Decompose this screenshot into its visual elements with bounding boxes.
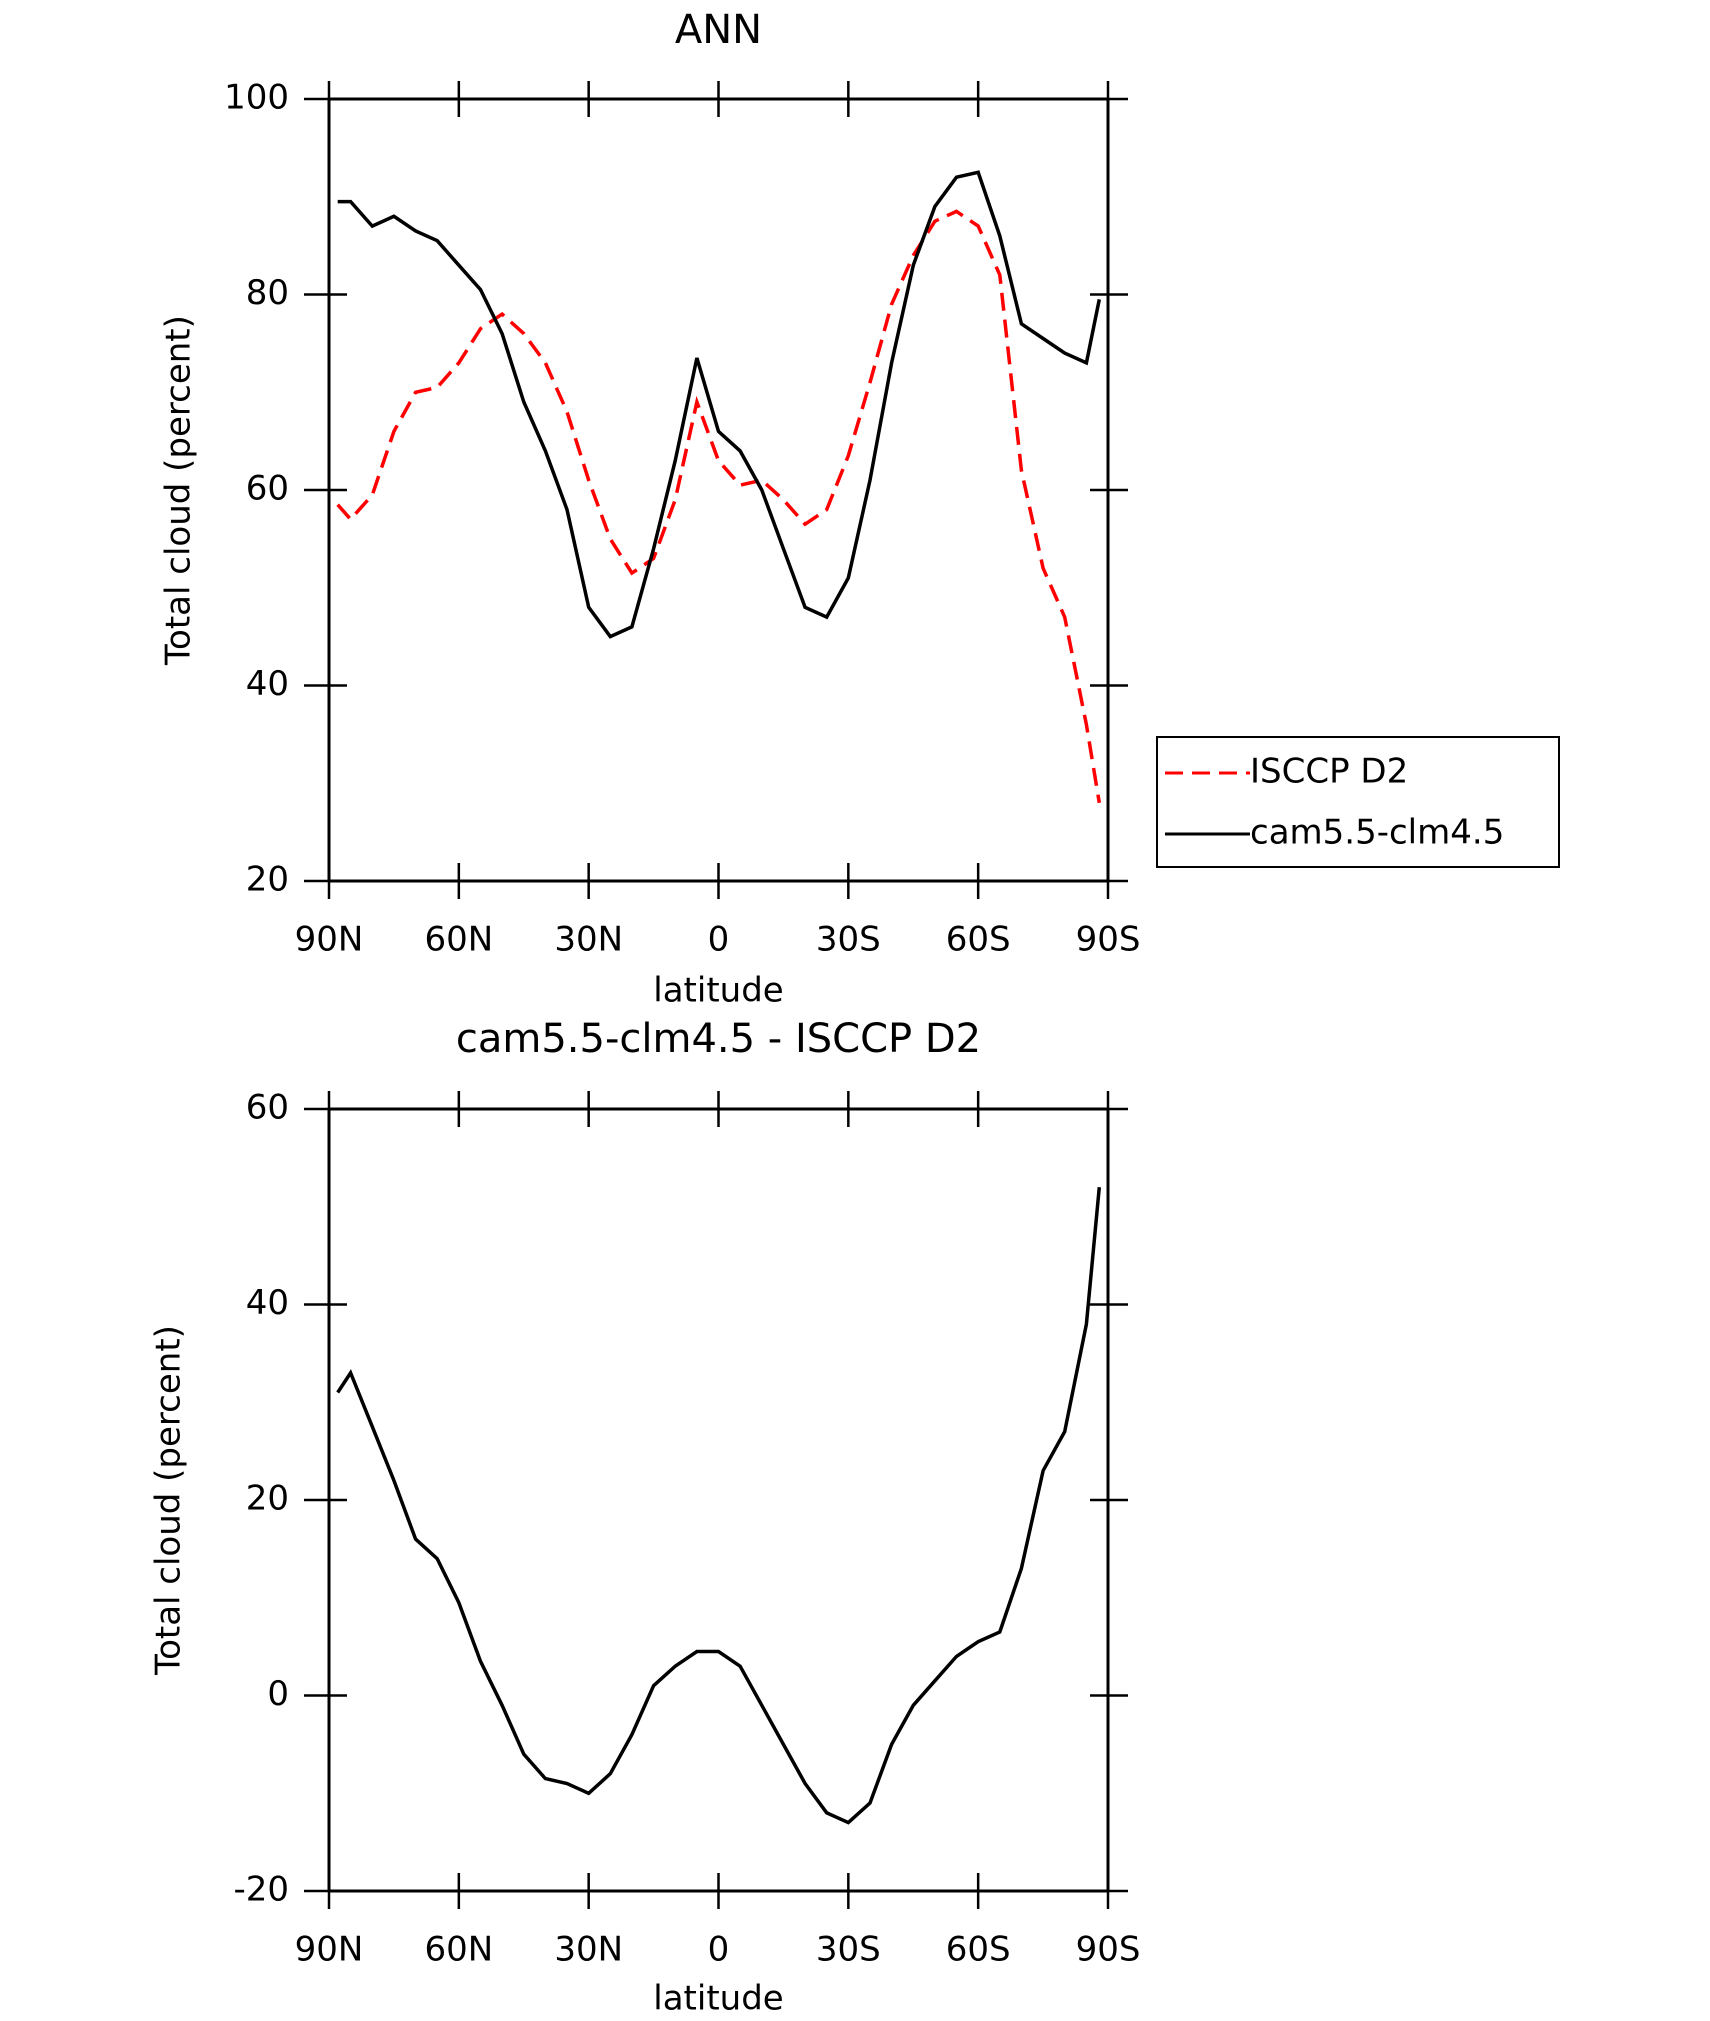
x-tick-label: 90N — [295, 920, 364, 960]
chart-title: cam5.5-clm4.5 - ISCCP D2 — [456, 1016, 981, 1062]
y-tick-label: 60 — [246, 469, 289, 509]
chart-title: ANN — [675, 7, 762, 53]
y-tick-label: 0 — [267, 1674, 289, 1714]
y-tick-label: 40 — [246, 1283, 289, 1323]
x-tick-label: 60N — [424, 920, 493, 960]
x-tick-label: 90S — [1076, 920, 1141, 960]
y-tick-label: 20 — [246, 1479, 289, 1519]
data-line — [336, 1187, 1102, 1825]
plot-frame — [327, 97, 1110, 883]
x-tick-label: 0 — [708, 920, 730, 960]
data-line — [337, 170, 1102, 639]
legend-label: cam5.5-clm4.5 — [1250, 813, 1504, 853]
x-axis-label: latitude — [653, 971, 783, 1011]
x-tick-label: 0 — [708, 1930, 730, 1970]
y-tick-label: -20 — [233, 1870, 289, 1910]
x-axis-label: latitude — [653, 1979, 783, 2019]
x-tick-label: 30S — [816, 1930, 881, 1970]
x-tick-label: 30S — [816, 920, 881, 960]
y-axis-label: Total cloud (percent) — [149, 1325, 189, 1676]
x-tick-label: 60S — [946, 1930, 1011, 1970]
y-tick-label: 60 — [246, 1088, 289, 1128]
plot-frame — [327, 1107, 1110, 1893]
x-tick-label: 60N — [424, 1930, 493, 1970]
y-tick-label: 20 — [246, 860, 289, 900]
y-axis-label: Total cloud (percent) — [159, 315, 199, 666]
x-tick-label: 90N — [295, 1930, 364, 1970]
y-tick-label: 100 — [224, 78, 289, 118]
x-tick-label: 30N — [554, 1930, 623, 1970]
y-tick-label: 40 — [246, 664, 289, 704]
x-tick-label: 60S — [946, 920, 1011, 960]
legend-label: ISCCP D2 — [1250, 752, 1408, 792]
x-tick-label: 90S — [1076, 1930, 1141, 1970]
legend-box — [1156, 736, 1560, 868]
y-tick-label: 80 — [246, 273, 289, 313]
x-tick-label: 30N — [554, 920, 623, 960]
data-line — [336, 209, 1102, 804]
